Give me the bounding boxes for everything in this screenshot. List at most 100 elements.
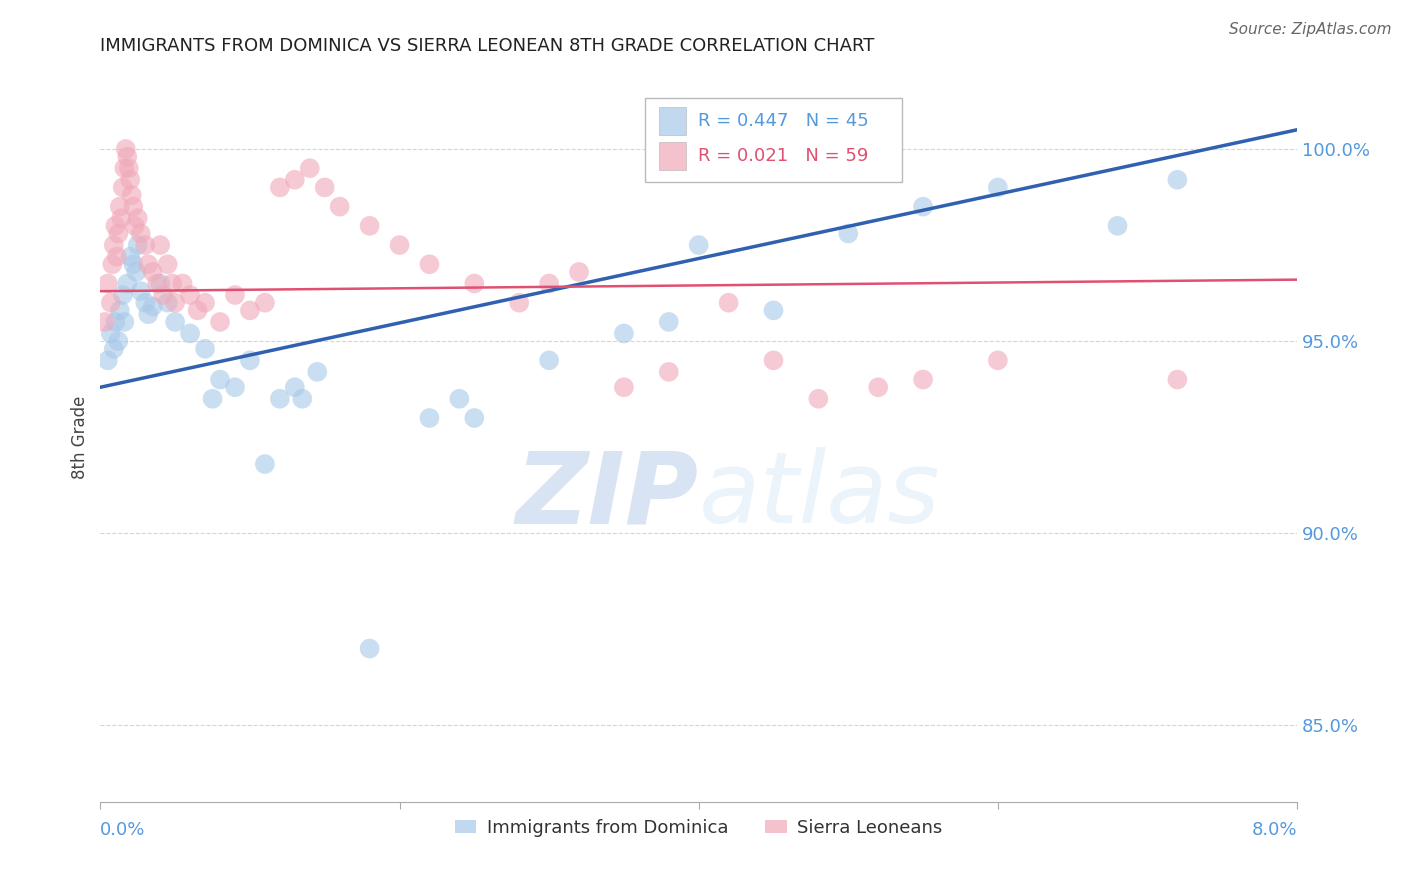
Point — [359, 641, 381, 656]
Point — [103, 342, 125, 356]
Point — [508, 295, 530, 310]
Point — [122, 200, 145, 214]
Point — [912, 200, 935, 214]
Point — [208, 373, 231, 387]
Point — [108, 200, 131, 214]
Point — [104, 315, 127, 329]
Point — [127, 211, 149, 226]
Point — [107, 334, 129, 348]
Point — [253, 457, 276, 471]
Point — [122, 257, 145, 271]
Point — [291, 392, 314, 406]
Point — [1166, 373, 1188, 387]
Point — [868, 380, 890, 394]
Point — [329, 200, 352, 214]
FancyBboxPatch shape — [645, 98, 903, 182]
Point — [807, 392, 830, 406]
Point — [359, 219, 381, 233]
Point — [269, 392, 291, 406]
Point — [97, 353, 120, 368]
Point — [165, 295, 187, 310]
Point — [613, 380, 636, 394]
Point — [105, 250, 128, 264]
Point — [136, 257, 159, 271]
Point — [127, 238, 149, 252]
Text: 8.0%: 8.0% — [1251, 822, 1298, 839]
Point — [120, 250, 142, 264]
Point — [114, 142, 136, 156]
Point — [224, 288, 246, 302]
Point — [111, 180, 134, 194]
Point — [108, 303, 131, 318]
Point — [103, 238, 125, 252]
Point — [124, 219, 146, 233]
Point — [239, 353, 262, 368]
Point — [156, 257, 179, 271]
Point — [688, 238, 710, 252]
Point — [194, 342, 217, 356]
Point — [269, 180, 291, 194]
Point — [239, 303, 262, 318]
Point — [463, 277, 485, 291]
Text: R = 0.021   N = 59: R = 0.021 N = 59 — [697, 147, 868, 165]
Point — [110, 211, 132, 226]
Point — [463, 411, 485, 425]
Text: IMMIGRANTS FROM DOMINICA VS SIERRA LEONEAN 8TH GRADE CORRELATION CHART: IMMIGRANTS FROM DOMINICA VS SIERRA LEONE… — [100, 37, 875, 55]
Point — [149, 238, 172, 252]
Bar — [659, 142, 686, 170]
Point — [136, 307, 159, 321]
Text: R = 0.447   N = 45: R = 0.447 N = 45 — [697, 112, 869, 130]
Point — [762, 353, 785, 368]
Point — [118, 161, 141, 176]
Point — [107, 227, 129, 241]
Point — [224, 380, 246, 394]
Point — [717, 295, 740, 310]
Text: ZIP: ZIP — [516, 447, 699, 544]
Bar — [659, 107, 686, 135]
Y-axis label: 8th Grade: 8th Grade — [72, 395, 89, 479]
Point — [121, 188, 143, 202]
Point — [187, 303, 209, 318]
Point — [388, 238, 411, 252]
Text: 0.0%: 0.0% — [100, 822, 146, 839]
Point — [152, 288, 174, 302]
Point — [201, 392, 224, 406]
Legend: Immigrants from Dominica, Sierra Leoneans: Immigrants from Dominica, Sierra Leonean… — [447, 812, 950, 845]
Point — [418, 257, 440, 271]
Point — [314, 180, 336, 194]
Point — [613, 326, 636, 341]
Point — [97, 277, 120, 291]
Text: atlas: atlas — [699, 447, 941, 544]
Point — [194, 295, 217, 310]
Point — [112, 161, 135, 176]
Point — [307, 365, 329, 379]
Point — [125, 265, 148, 279]
Point — [284, 380, 307, 394]
Point — [837, 227, 859, 241]
Point — [160, 277, 183, 291]
Point — [117, 277, 139, 291]
Point — [111, 288, 134, 302]
Point — [100, 295, 122, 310]
Point — [449, 392, 471, 406]
Point — [538, 277, 561, 291]
Point — [134, 238, 156, 252]
Point — [146, 277, 169, 291]
Point — [208, 315, 231, 329]
Point — [165, 315, 187, 329]
Point — [658, 365, 681, 379]
Point — [987, 180, 1010, 194]
Point — [762, 303, 785, 318]
Point — [284, 172, 307, 186]
Point — [418, 411, 440, 425]
Point — [179, 326, 201, 341]
Point — [253, 295, 276, 310]
Point — [129, 227, 152, 241]
Point — [1107, 219, 1129, 233]
Point — [987, 353, 1010, 368]
Point — [298, 161, 321, 176]
Point — [1166, 172, 1188, 186]
Point — [658, 315, 681, 329]
Text: Source: ZipAtlas.com: Source: ZipAtlas.com — [1229, 22, 1392, 37]
Point — [142, 265, 165, 279]
